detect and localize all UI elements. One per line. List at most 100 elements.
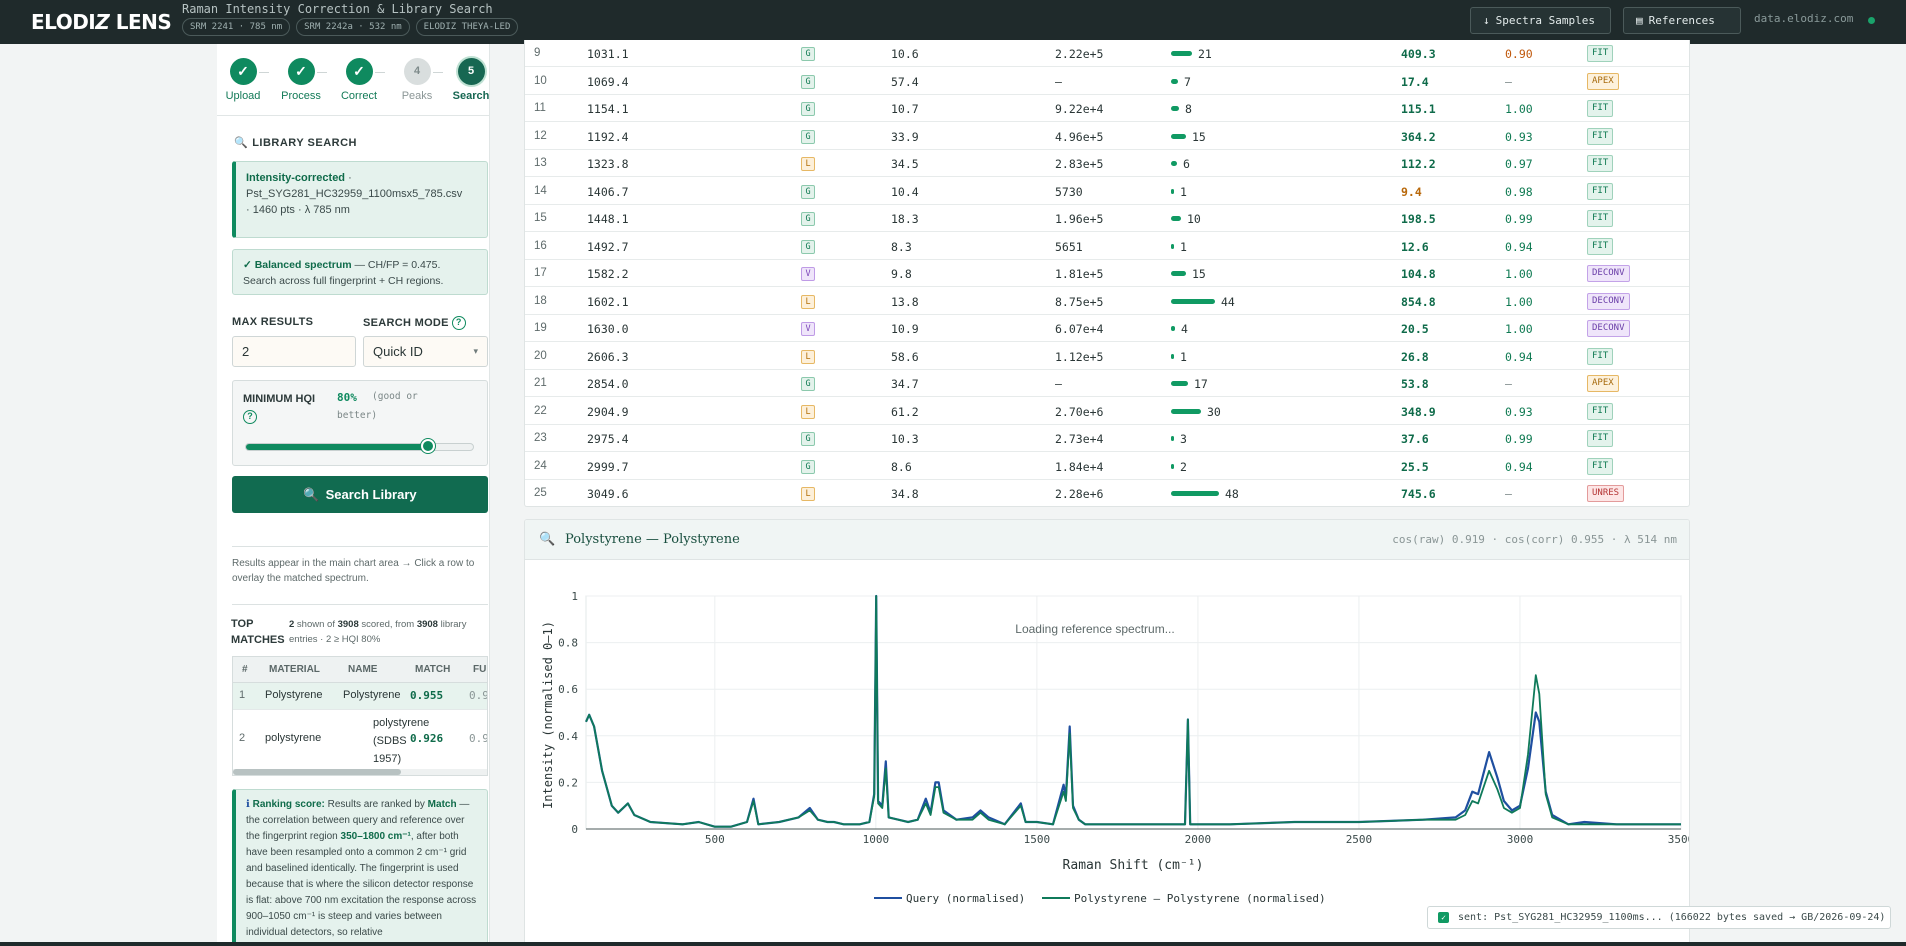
y-tick-label: 0.6 bbox=[558, 683, 578, 696]
peak-method-badge: FIT bbox=[1587, 155, 1614, 172]
peak-shape-badge: G bbox=[801, 239, 815, 254]
references-button[interactable]: ▤ References bbox=[1623, 7, 1741, 34]
help-icon[interactable]: ? bbox=[451, 316, 466, 330]
peak-position: 1406.7 bbox=[587, 184, 629, 199]
search-icon: 🔍 bbox=[539, 531, 556, 546]
peak-method-badge: FIT bbox=[1587, 237, 1614, 255]
max-results-input[interactable]: 2 bbox=[232, 336, 356, 367]
peak-index: 12 bbox=[534, 129, 547, 142]
peak-row[interactable]: 24 2999.7 G 8.6 1.84e+4 2 25.5 0.94 FIT bbox=[525, 453, 1689, 480]
match-row-2[interactable]: 2 polystyrene polystyrene (SDBS 1957) 0.92… bbox=[233, 709, 487, 769]
peak-intensity-percent: 15 bbox=[1192, 129, 1206, 144]
chip-srm-2242a[interactable]: SRM 2242a · 532 nm bbox=[296, 18, 410, 36]
peak-fit-r2: 1.00 bbox=[1505, 322, 1533, 336]
domain-link[interactable]: data.elodiz.com bbox=[1754, 12, 1854, 25]
peak-intensity-bar bbox=[1171, 188, 1174, 194]
chart-header: 🔍 Polystyrene — Polystyrene cos(raw) 0.9… bbox=[525, 520, 1689, 560]
left-panel: ✓ Upload ✓ Process ✓ Correct 4 Peaks 5 Search 🔍 LI… bbox=[217, 44, 490, 946]
peak-row[interactable]: 21 2854.0 G 34.7 — 17 53.8 — APEX bbox=[525, 370, 1689, 397]
peak-fit-r2: 0.99 bbox=[1505, 432, 1533, 446]
min-hqi-slider-fill bbox=[246, 444, 428, 450]
peak-fit-r2: — bbox=[1505, 377, 1512, 391]
peak-method-badge: DECONV bbox=[1587, 320, 1630, 337]
peak-row[interactable]: 13 1323.8 L 34.5 2.83e+5 6 112.2 0.97 FIT bbox=[525, 150, 1689, 177]
peak-index: 15 bbox=[534, 212, 547, 224]
peak-intensity-percent: 44 bbox=[1221, 294, 1235, 309]
peak-shape-badge: G bbox=[801, 47, 815, 61]
ranking-score-note: ℹ Ranking score: Results are ranked by M… bbox=[232, 789, 488, 946]
search-mode-select[interactable]: Quick ID ▾ bbox=[363, 336, 488, 367]
spectrum-chart-panel: 🔍 Polystyrene — Polystyrene cos(raw) 0.9… bbox=[524, 519, 1690, 946]
search-icon: 🔍 bbox=[234, 137, 249, 149]
step-circle: ✓ bbox=[345, 58, 373, 85]
peak-row[interactable]: 9 1031.1 G 10.6 2.22e+5 21 409.3 0.90 FIT bbox=[525, 40, 1689, 67]
min-hqi-label: MINIMUM HQI? bbox=[243, 391, 315, 424]
peak-shape-badge: G bbox=[801, 212, 815, 226]
peak-fwhm: 13.8 bbox=[891, 294, 919, 309]
peak-row[interactable]: 22 2904.9 L 61.2 2.70e+6 30 348.9 0.93 FIT bbox=[525, 398, 1689, 425]
matches-table-scrollbar[interactable] bbox=[233, 769, 487, 775]
x-axis-label: Raman Shift (cm⁻¹) bbox=[1063, 858, 1204, 873]
peak-intensity-percent: 1 bbox=[1180, 349, 1187, 364]
min-hqi-slider-thumb[interactable] bbox=[421, 439, 436, 453]
peak-method-badge: FIT bbox=[1587, 457, 1614, 475]
spectra-samples-button[interactable]: ↓ Spectra Samples bbox=[1470, 7, 1611, 34]
peak-method-badge: DECONV bbox=[1587, 292, 1630, 310]
chip-srm-2241[interactable]: SRM 2241 · 785 nm bbox=[182, 18, 291, 36]
top-matches-summary: 2 shown of 3908 scored, from 3908 librar… bbox=[289, 619, 467, 645]
peak-row[interactable]: 20 2606.3 L 58.6 1.12e+5 1 26.8 0.94 FIT bbox=[525, 343, 1689, 370]
peak-shape-badge: G bbox=[801, 377, 815, 391]
peak-row[interactable]: 25 3049.6 L 34.8 2.28e+6 48 745.6 — UNRES bbox=[525, 480, 1689, 506]
peak-area: 4.96e+5 bbox=[1055, 129, 1104, 144]
peak-area: 2.22e+5 bbox=[1055, 47, 1104, 61]
peak-intensity-bar bbox=[1171, 216, 1181, 221]
peak-method-badge: UNRES bbox=[1587, 485, 1625, 502]
peak-row[interactable]: 23 2975.4 G 10.3 2.73e+4 3 37.6 0.99 FIT bbox=[525, 425, 1689, 452]
peak-row[interactable]: 11 1154.1 G 10.7 9.22e+4 8 115.1 1.00 FIT bbox=[525, 95, 1689, 122]
top-bar: ELODIZ LENS Raman Intensity Correction &… bbox=[0, 0, 1906, 44]
peak-row[interactable]: 14 1406.7 G 10.4 5730 1 9.4 0.98 FIT bbox=[525, 178, 1689, 205]
peak-position: 2904.9 bbox=[587, 404, 629, 419]
peak-row[interactable]: 12 1192.4 G 33.9 4.96e+5 15 364.2 0.93 FIT bbox=[525, 123, 1689, 150]
app-logo[interactable]: ELODIZ LENS bbox=[31, 10, 172, 34]
step-label: Search bbox=[452, 90, 490, 102]
peak-index: 24 bbox=[534, 459, 547, 472]
peak-position: 1448.1 bbox=[587, 212, 629, 226]
peak-row[interactable]: 19 1630.0 V 10.9 6.07e+4 4 20.5 1.00 DECONV bbox=[525, 315, 1689, 342]
step-correct[interactable]: ✓ Correct bbox=[329, 58, 389, 102]
peak-fwhm: 34.8 bbox=[891, 487, 919, 501]
step-connector bbox=[433, 72, 443, 73]
peak-row[interactable]: 16 1492.7 G 8.3 5651 1 12.6 0.94 FIT bbox=[525, 233, 1689, 260]
peak-position: 1582.2 bbox=[587, 267, 629, 281]
peak-intensity-percent: 21 bbox=[1198, 47, 1212, 61]
save-toast[interactable]: ✓ sent: Pst_SYG281_HC32959_1100ms... (16… bbox=[1427, 906, 1891, 929]
step-process[interactable]: ✓ Process bbox=[271, 58, 331, 102]
peak-fwhm: 18.3 bbox=[891, 212, 919, 226]
min-hqi-value: 80% bbox=[337, 391, 357, 404]
peak-index: 13 bbox=[534, 157, 547, 169]
help-icon[interactable]: ? bbox=[243, 410, 257, 424]
loading-reference-text: Loading reference spectrum... bbox=[1015, 622, 1174, 636]
peak-row[interactable]: 10 1069.4 G 57.4 — 7 17.4 — APEX bbox=[525, 68, 1689, 95]
match-row-1[interactable]: 1 Polystyrene Polystyrene 0.955 0.9 bbox=[233, 683, 487, 709]
book-icon: ▤ bbox=[1636, 14, 1643, 27]
peak-row[interactable]: 15 1448.1 G 18.3 1.96e+5 10 198.5 0.99 FIT bbox=[525, 205, 1689, 232]
peak-row[interactable]: 17 1582.2 V 9.8 1.81e+5 15 104.8 1.00 DECONV bbox=[525, 260, 1689, 287]
step-peaks[interactable]: 4 Peaks bbox=[387, 58, 447, 102]
step-search[interactable]: 5 Search bbox=[441, 58, 490, 102]
min-hqi-slider-track[interactable] bbox=[245, 443, 474, 451]
chip-theya-led[interactable]: ELODIZ THEYA-LED bbox=[415, 18, 519, 36]
chart-similarity-meta: cos(raw) 0.919 · cos(corr) 0.955 · λ 514… bbox=[1392, 533, 1677, 546]
peak-method-badge: FIT bbox=[1587, 182, 1614, 200]
peak-corrected-intensity: 26.8 bbox=[1401, 349, 1429, 364]
peak-intensity-bar bbox=[1171, 243, 1174, 249]
x-tick-label: 1500 bbox=[1024, 833, 1050, 846]
min-hqi-box: MINIMUM HQI? 80% (good or better) bbox=[232, 380, 488, 466]
search-library-button[interactable]: 🔍 Search Library bbox=[232, 476, 488, 513]
step-upload[interactable]: ✓ Upload bbox=[217, 58, 273, 102]
step-connector bbox=[317, 72, 327, 73]
peak-shape-badge: L bbox=[801, 349, 815, 364]
step-connector bbox=[259, 72, 269, 73]
peak-row[interactable]: 18 1602.1 L 13.8 8.75e+5 44 854.8 1.00 DECONV bbox=[525, 288, 1689, 315]
